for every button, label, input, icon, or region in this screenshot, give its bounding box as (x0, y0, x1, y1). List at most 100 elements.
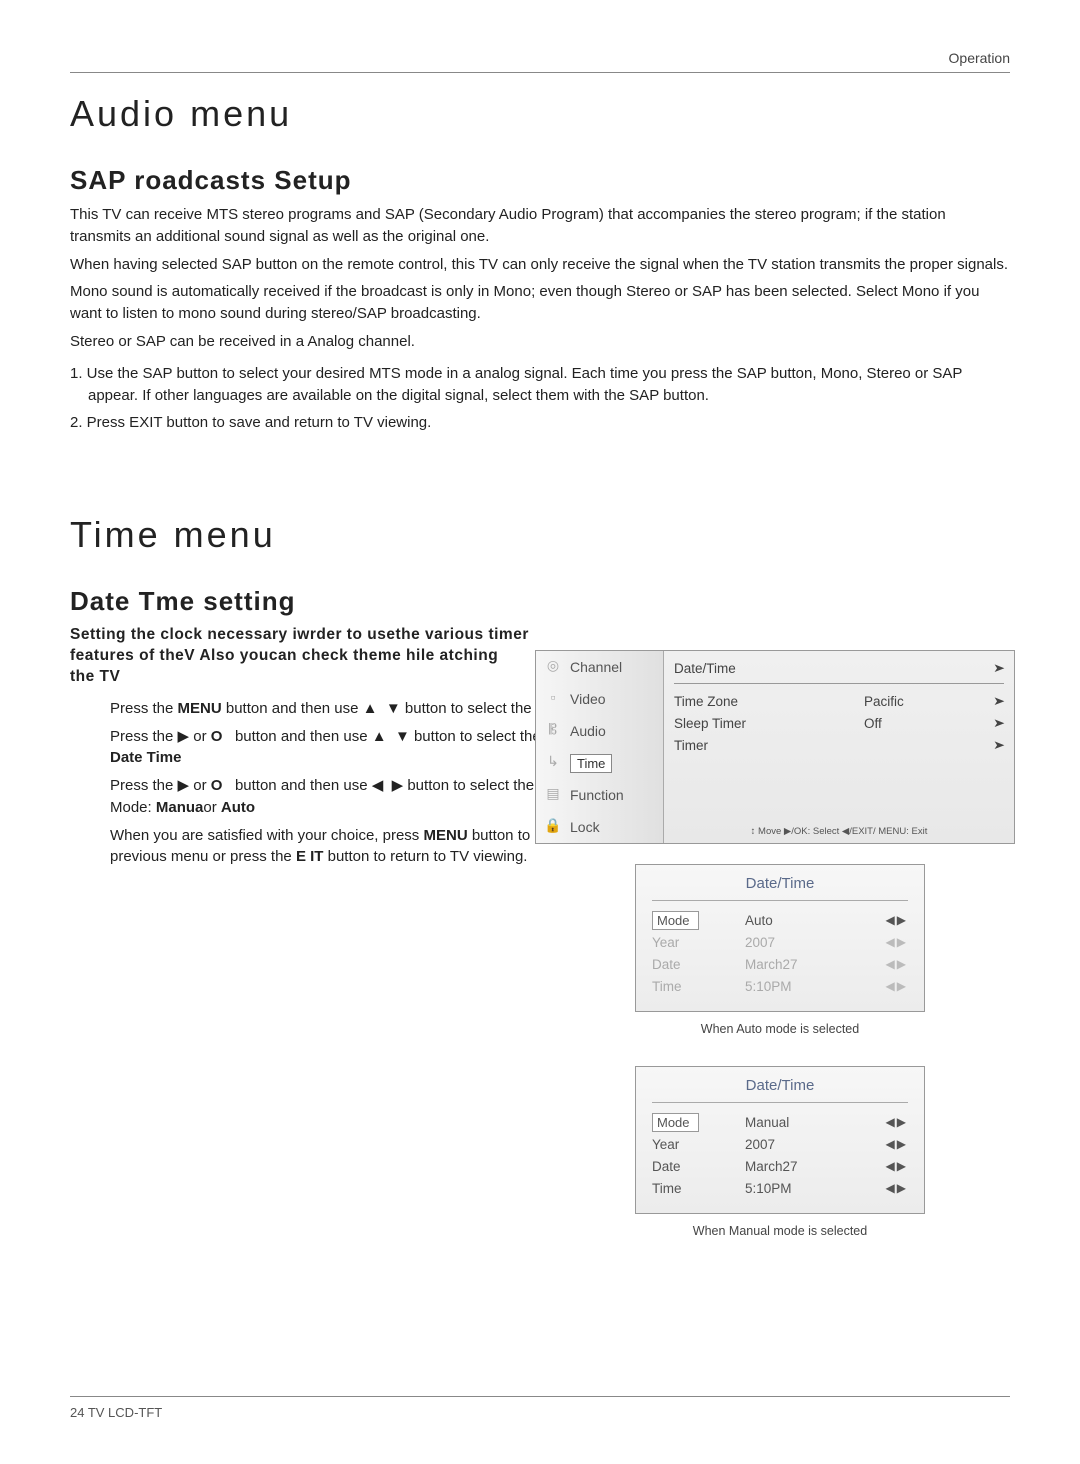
dialog-manual-row-year[interactable]: Year 2007 (652, 1133, 908, 1155)
b1a: Press the (110, 700, 178, 717)
dialog-auto-time-label: Time (652, 979, 722, 994)
page-footer: 24 TV LCD-TFT (70, 1396, 1010, 1420)
dialog-auto-caption: When Auto mode is selected (535, 1022, 1025, 1036)
b3a: Press the (110, 777, 178, 794)
left-right-arrow-icon-4 (868, 1159, 908, 1173)
osd-tab-audio-label: Audio (570, 723, 606, 739)
video-icon: ▫ (542, 689, 564, 709)
down-arrow-icon-2 (395, 728, 410, 745)
ok-word-1: O (211, 728, 223, 745)
up-arrow-icon-2 (372, 728, 387, 745)
chevron-right-icon: ➤ (993, 661, 1005, 675)
dialog-manual-date-label: Date (652, 1159, 722, 1174)
dialog-auto-date-value: March27 (745, 957, 845, 972)
dialog-auto-row-year: Year 2007 (652, 931, 908, 953)
or-word-2: or (189, 777, 211, 794)
chevron-right-icon-3: ➤ (993, 716, 1005, 730)
time-menu-title: Time menu (70, 514, 1010, 556)
b2b: button and then use (231, 728, 372, 745)
osd-item-timezone-label: Time Zone (674, 694, 738, 709)
note-line-2: features of theV Also youcan check theme… (70, 647, 498, 664)
left-right-arrow-icon (868, 913, 908, 927)
b1b: button and then use (222, 700, 363, 717)
exit-word: E IT (296, 848, 324, 865)
sap-step-1: 1. Use the SAP button to select your des… (70, 363, 1010, 408)
sap-steps: 1. Use the SAP button to select your des… (70, 363, 1010, 435)
osd-tab-audio[interactable]: 𝄡 Audio (536, 715, 663, 747)
chevron-right-icon-2: ➤ (993, 694, 1005, 708)
dialog-manual-year-value: 2007 (745, 1137, 845, 1152)
dialog-auto-time-value: 5:10PM (745, 979, 845, 994)
osd-main-menu: ◎ Channel ▫ Video 𝄡 Audio ↳Time ▤Function 🔒… (535, 650, 1015, 844)
osd-tab-function-label: Function (570, 787, 624, 803)
dialog-auto-row-mode[interactable]: Mode Auto (652, 909, 908, 931)
dialog-auto-year-value: 2007 (745, 935, 845, 950)
b4c: button to return to TV viewing. (323, 848, 527, 865)
chevron-right-icon-4: ➤ (993, 738, 1005, 752)
osd-item-datetime[interactable]: Date/Time ➤ (674, 657, 1004, 679)
dialog-manual-row-time[interactable]: Time 5:10PM (652, 1177, 908, 1199)
menu-word: MENU (178, 700, 222, 717)
datetime-word: Date Time (110, 749, 181, 766)
sap-step-2: 2. Press EXIT button to save and return … (70, 412, 1010, 435)
dialog-auto-divider (652, 900, 908, 901)
osd-item-sleep[interactable]: Sleep Timer Off ➤ (674, 712, 1004, 734)
note-line-3: the TV (70, 668, 120, 685)
sap-paragraph-4: Stereo or SAP can be received in a Analo… (70, 331, 1010, 353)
osd-tab-lock-label: Lock (570, 819, 600, 835)
left-right-arrow-icon-dim-2 (868, 957, 908, 971)
dialog-manual-mode-label: Mode (652, 1113, 699, 1132)
osd-tab-video-label: Video (570, 691, 606, 707)
or-word-1: or (189, 728, 211, 745)
osd-footer-hint: ↕ Move ▶/OK: Select ◀/EXIT/ MENU: Exit (664, 826, 1014, 837)
osd-left-tabs: ◎ Channel ▫ Video 𝄡 Audio ↳Time ▤Function 🔒… (536, 651, 664, 843)
osd-tab-function[interactable]: ▤Function (536, 779, 663, 811)
dialog-manual-row-date[interactable]: Date March27 (652, 1155, 908, 1177)
osd-item-timer-label: Timer (674, 738, 708, 753)
left-right-arrow-icon-dim-3 (868, 979, 908, 993)
dialog-manual-caption: When Manual mode is selected (535, 1224, 1025, 1238)
dialog-manual-time-value: 5:10PM (745, 1181, 845, 1196)
audio-icon: 𝄡 (542, 721, 564, 741)
osd-tab-lock[interactable]: 🔒 Lock (536, 811, 663, 843)
left-right-arrow-icon-2 (868, 1115, 908, 1129)
osd-item-timezone[interactable]: Time Zone Pacific➤ (674, 690, 1004, 712)
dialog-manual-title: Date/Time (652, 1077, 908, 1094)
dialog-manual-divider (652, 1102, 908, 1103)
right-arrow-icon (392, 777, 404, 794)
osd-item-sleep-label: Sleep Timer (674, 716, 746, 731)
header-divider (70, 72, 1010, 73)
osd-item-timer[interactable]: Timer ➤ (674, 734, 1004, 756)
dialog-auto-date-label: Date (652, 957, 722, 972)
dialog-auto: Date/Time Mode Auto Year 2007 Date March… (635, 864, 925, 1012)
note-line-1: Setting the clock necessary iwrder to us… (70, 626, 529, 643)
dialog-manual-year-label: Year (652, 1137, 722, 1152)
mode-auto: Auto (221, 799, 255, 816)
dialog-manual-date-value: March27 (745, 1159, 845, 1174)
dialog-manual-row-mode[interactable]: Mode Manual (652, 1111, 908, 1133)
osd-item-datetime-label: Date/Time (674, 661, 736, 676)
left-right-arrow-icon-5 (868, 1181, 908, 1195)
osd-tab-time[interactable]: ↳Time (536, 747, 663, 779)
b3b: button and then use (231, 777, 372, 794)
mode-line-a: Mode: (110, 799, 156, 816)
menu-word-2: MENU (423, 827, 467, 844)
lock-icon: 🔒 (542, 817, 564, 837)
b3c: button to select the (403, 777, 534, 794)
dialog-auto-mode-label: Mode (652, 911, 699, 930)
sap-section-title: SAP roadcasts Setup (70, 165, 1010, 196)
osd-item-sleep-value: Off (864, 716, 882, 731)
b2a: Press the (110, 728, 178, 745)
channel-icon: ◎ (542, 657, 564, 677)
b4a: When you are satisfied with your choice,… (110, 827, 423, 844)
dialog-manual-mode-value: Manual (745, 1115, 845, 1130)
osd-panel-wrapper: ◎ Channel ▫ Video 𝄡 Audio ↳Time ▤Function 🔒… (535, 650, 1025, 1238)
osd-tab-channel[interactable]: ◎ Channel (536, 651, 663, 683)
b2c: button to select the (410, 728, 541, 745)
osd-tab-channel-label: Channel (570, 659, 622, 675)
header-label: Operation (70, 50, 1010, 66)
osd-tab-time-label: Time (570, 754, 612, 773)
down-arrow-icon (386, 700, 401, 717)
osd-tab-video[interactable]: ▫ Video (536, 683, 663, 715)
ok-word-2: O (211, 777, 223, 794)
